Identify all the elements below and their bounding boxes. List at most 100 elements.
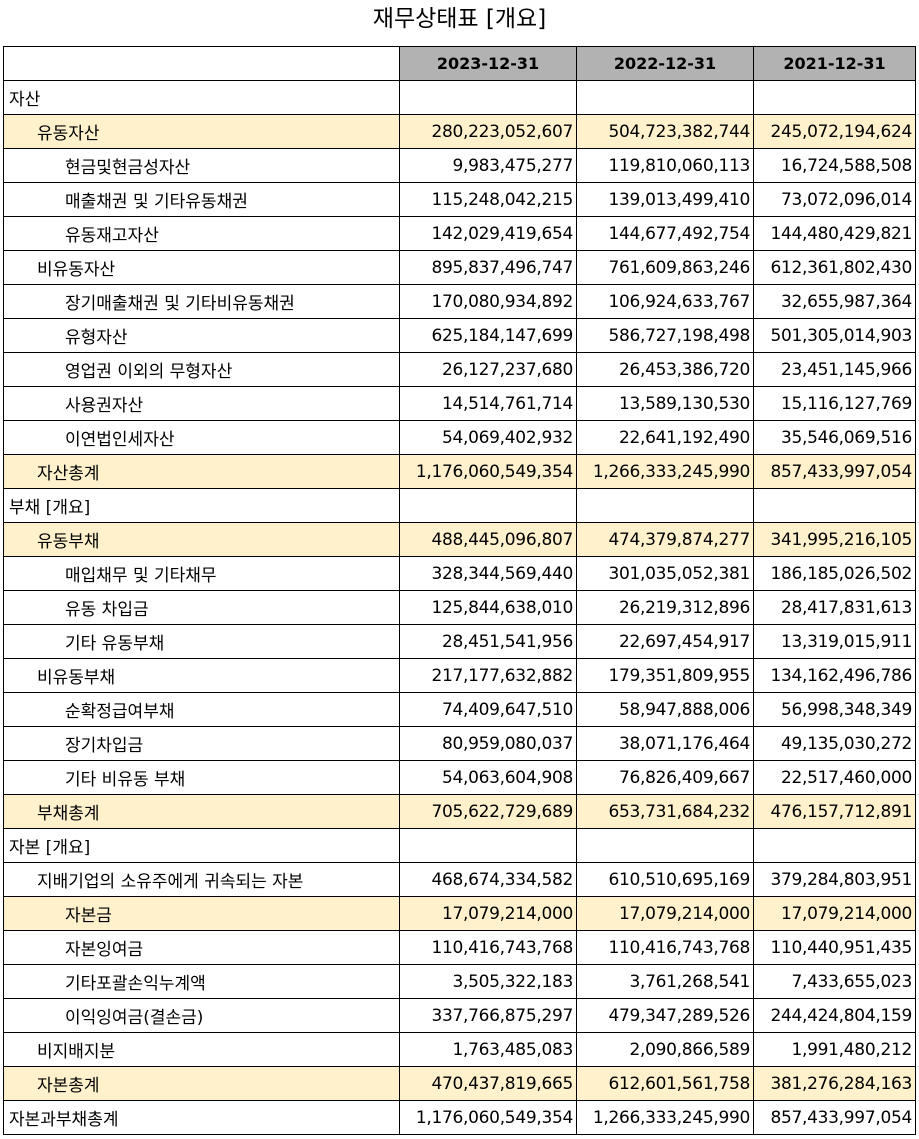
balance-sheet-table: 2023-12-31 2022-12-31 2021-12-31 자산 유동자산 2… — [3, 46, 916, 1135]
value-cell-2021: 144,480,429,821 — [753, 216, 916, 251]
value-cell-2022: 22,641,192,490 — [576, 420, 754, 455]
value-cell-2021: 56,998,348,349 — [753, 692, 916, 727]
table-row: 매출채권 및 기타유동채권 115,248,042,215 139,013,499,… — [3, 182, 916, 217]
value-cell-2022: 1,266,333,245,990 — [576, 1100, 754, 1135]
row-label: 기타 유동부채 — [3, 624, 400, 659]
row-label: 장기매출채권 및 기타비유동채권 — [3, 284, 400, 319]
row-label: 장기차입금 — [3, 726, 400, 761]
row-label: 비유동부채 — [3, 658, 400, 693]
value-cell-2021: 134,162,496,786 — [753, 658, 916, 693]
value-cell-2022: 26,453,386,720 — [576, 352, 754, 387]
value-cell-2023: 217,177,632,882 — [399, 658, 577, 693]
value-cell-2021: 7,433,655,023 — [753, 964, 916, 999]
table-row: 유형자산 625,184,147,699 586,727,198,498 501,30… — [3, 318, 916, 353]
table-row: 매입채무 및 기타채무 328,344,569,440 301,035,052,38… — [3, 556, 916, 591]
header-blank-cell — [3, 46, 400, 81]
header-row: 2023-12-31 2022-12-31 2021-12-31 — [3, 46, 916, 81]
value-cell-2021: 73,072,096,014 — [753, 182, 916, 217]
value-cell-2023: 110,416,743,768 — [399, 930, 577, 965]
row-label: 매출채권 및 기타유동채권 — [3, 182, 400, 217]
value-cell-2021 — [753, 80, 916, 115]
value-cell-2022 — [576, 828, 754, 863]
value-cell-2023: 170,080,934,892 — [399, 284, 577, 319]
column-header-2021: 2021-12-31 — [753, 46, 916, 81]
table-row: 자본 [개요] — [3, 828, 916, 863]
value-cell-2021: 35,546,069,516 — [753, 420, 916, 455]
value-cell-2021: 13,319,015,911 — [753, 624, 916, 659]
row-label: 비유동자산 — [3, 250, 400, 285]
table-row: 기타 비유동 부채 54,063,604,908 76,826,409,667 22,… — [3, 760, 916, 795]
value-cell-2022: 479,347,289,526 — [576, 998, 754, 1033]
value-cell-2022: 474,379,874,277 — [576, 522, 754, 557]
value-cell-2023: 54,069,402,932 — [399, 420, 577, 455]
row-label: 순확정급여부채 — [3, 692, 400, 727]
value-cell-2023: 125,844,638,010 — [399, 590, 577, 625]
value-cell-2021: 15,116,127,769 — [753, 386, 916, 421]
row-label: 자산 — [3, 80, 400, 115]
value-cell-2022: 504,723,382,744 — [576, 114, 754, 149]
column-header-2022: 2022-12-31 — [576, 46, 754, 81]
value-cell-2022: 761,609,863,246 — [576, 250, 754, 285]
value-cell-2021: 110,440,951,435 — [753, 930, 916, 965]
value-cell-2021: 22,517,460,000 — [753, 760, 916, 795]
table-row: 비유동부채 217,177,632,882 179,351,809,955 134,1… — [3, 658, 916, 693]
value-cell-2022: 1,266,333,245,990 — [576, 454, 754, 489]
value-cell-2022: 26,219,312,896 — [576, 590, 754, 625]
value-cell-2022: 610,510,695,169 — [576, 862, 754, 897]
value-cell-2022: 22,697,454,917 — [576, 624, 754, 659]
table-row: 자산 — [3, 80, 916, 115]
value-cell-2021: 857,433,997,054 — [753, 454, 916, 489]
table-row: 순확정급여부채 74,409,647,510 58,947,888,006 56,99… — [3, 692, 916, 727]
value-cell-2022 — [576, 80, 754, 115]
value-cell-2022: 139,013,499,410 — [576, 182, 754, 217]
value-cell-2022: 13,589,130,530 — [576, 386, 754, 421]
row-label: 부채총계 — [3, 794, 400, 829]
value-cell-2023: 9,983,475,277 — [399, 148, 577, 183]
table-row: 비지배지분 1,763,485,083 2,090,866,589 1,991,480… — [3, 1032, 916, 1067]
row-label: 기타 비유동 부채 — [3, 760, 400, 795]
value-cell-2023: 28,451,541,956 — [399, 624, 577, 659]
value-cell-2023: 280,223,052,607 — [399, 114, 577, 149]
value-cell-2022: 301,035,052,381 — [576, 556, 754, 591]
table-row: 유동재고자산 142,029,419,654 144,677,492,754 144,… — [3, 216, 916, 251]
table-row: 사용권자산 14,514,761,714 13,589,130,530 15,116,… — [3, 386, 916, 421]
value-cell-2021: 32,655,987,364 — [753, 284, 916, 319]
page-title: 재무상태표 [개요] — [372, 6, 547, 32]
value-cell-2023: 468,674,334,582 — [399, 862, 577, 897]
value-cell-2023: 1,176,060,549,354 — [399, 1100, 577, 1135]
table-row: 부채 [개요] — [3, 488, 916, 523]
row-label: 자본과부채총계 — [3, 1100, 400, 1135]
value-cell-2021: 857,433,997,054 — [753, 1100, 916, 1135]
value-cell-2022: 38,071,176,464 — [576, 726, 754, 761]
value-cell-2021: 1,991,480,212 — [753, 1032, 916, 1067]
table-row: 유동부채 488,445,096,807 474,379,874,277 341,99… — [3, 522, 916, 557]
value-cell-2023: 80,959,080,037 — [399, 726, 577, 761]
row-label: 자본 [개요] — [3, 828, 400, 863]
value-cell-2021: 612,361,802,430 — [753, 250, 916, 285]
table-row: 자본잉여금 110,416,743,768 110,416,743,768 110,4… — [3, 930, 916, 965]
value-cell-2022: 144,677,492,754 — [576, 216, 754, 251]
value-cell-2023: 1,763,485,083 — [399, 1032, 577, 1067]
value-cell-2023: 74,409,647,510 — [399, 692, 577, 727]
value-cell-2023: 26,127,237,680 — [399, 352, 577, 387]
value-cell-2022: 110,416,743,768 — [576, 930, 754, 965]
table-row: 자본금 17,079,214,000 17,079,214,000 17,079,21… — [3, 896, 916, 931]
value-cell-2022: 612,601,561,758 — [576, 1066, 754, 1101]
value-cell-2023: 470,437,819,665 — [399, 1066, 577, 1101]
table-row: 부채총계 705,622,729,689 653,731,684,232 476,15… — [3, 794, 916, 829]
table-row: 유동 차입금 125,844,638,010 26,219,312,896 28,41… — [3, 590, 916, 625]
table-row: 장기매출채권 및 기타비유동채권 170,080,934,892 106,924,6… — [3, 284, 916, 319]
value-cell-2021 — [753, 488, 916, 523]
value-cell-2023: 14,514,761,714 — [399, 386, 577, 421]
table-row: 자본과부채총계 1,176,060,549,354 1,266,333,245,99… — [3, 1100, 916, 1135]
row-label: 유동 차입금 — [3, 590, 400, 625]
value-cell-2023: 115,248,042,215 — [399, 182, 577, 217]
row-label: 유동부채 — [3, 522, 400, 557]
value-cell-2022 — [576, 488, 754, 523]
value-cell-2023: 17,079,214,000 — [399, 896, 577, 931]
value-cell-2021: 244,424,804,159 — [753, 998, 916, 1033]
value-cell-2021: 186,185,026,502 — [753, 556, 916, 591]
value-cell-2022: 179,351,809,955 — [576, 658, 754, 693]
row-label: 자본금 — [3, 896, 400, 931]
table-row: 이연법인세자산 54,069,402,932 22,641,192,490 35,54… — [3, 420, 916, 455]
